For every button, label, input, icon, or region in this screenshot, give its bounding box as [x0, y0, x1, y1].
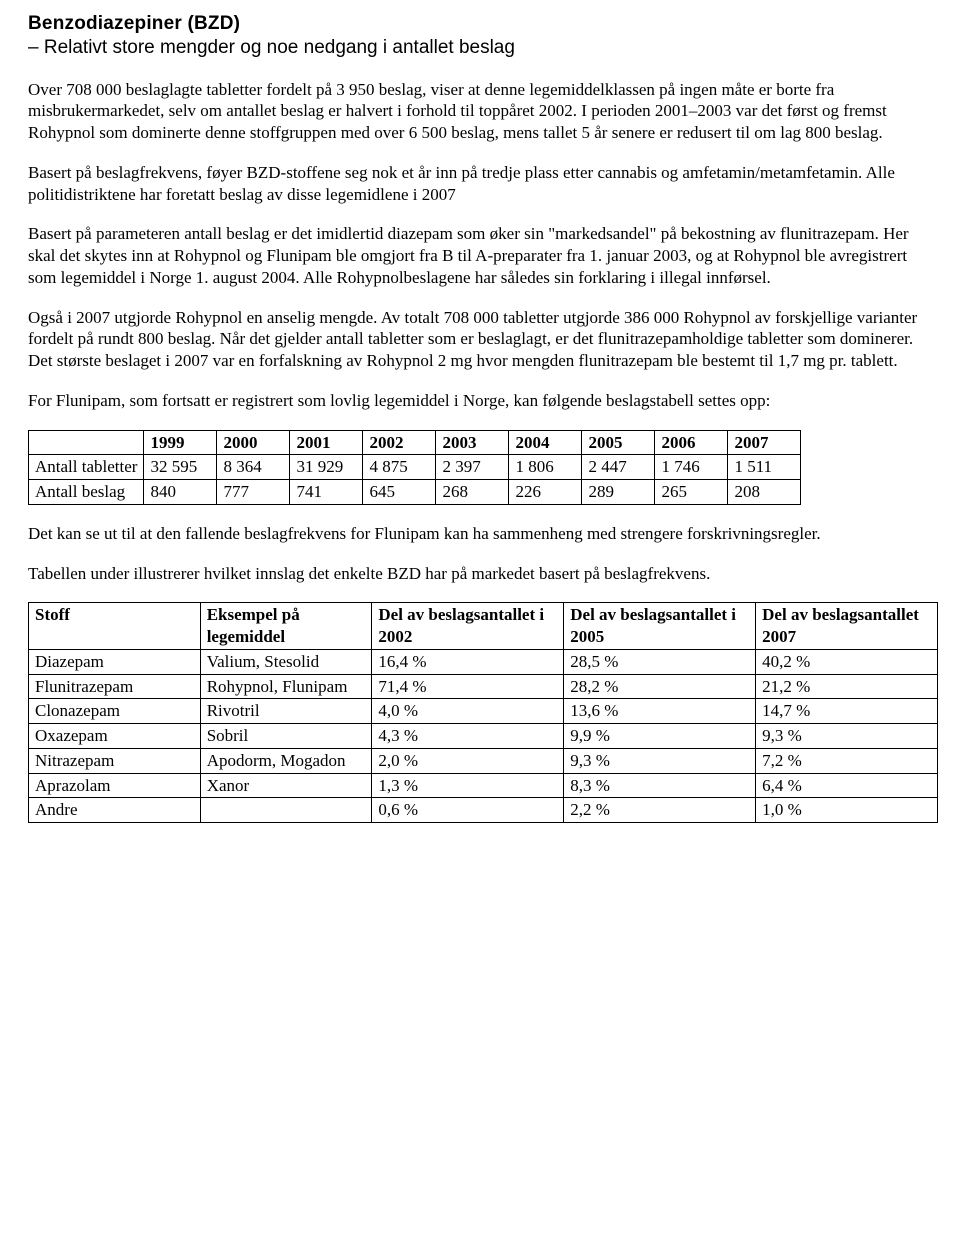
paragraph-1: Over 708 000 beslaglagte tabletter forde…	[28, 79, 938, 144]
cell: 4 875	[363, 455, 436, 480]
paragraph-2: Basert på beslagfrekvens, føyer BZD-stof…	[28, 162, 938, 206]
cell: 645	[363, 480, 436, 505]
cell: 265	[655, 480, 728, 505]
cell: 9,3 %	[756, 724, 938, 749]
cell: 9,9 %	[564, 724, 756, 749]
cell: 9,3 %	[564, 748, 756, 773]
cell: Andre	[29, 798, 201, 823]
table-header: Del av beslagsantallet i 2005	[564, 603, 756, 650]
cell: 1,3 %	[372, 773, 564, 798]
cell: 21,2 %	[756, 674, 938, 699]
cell: 28,5 %	[564, 649, 756, 674]
cell: Diazepam	[29, 649, 201, 674]
cell: 208	[728, 480, 801, 505]
cell: 226	[509, 480, 582, 505]
cell: 1 511	[728, 455, 801, 480]
cell: 2,0 %	[372, 748, 564, 773]
cell: 4,0 %	[372, 699, 564, 724]
cell: Nitrazepam	[29, 748, 201, 773]
cell: 741	[290, 480, 363, 505]
cell: Aprazolam	[29, 773, 201, 798]
cell: 2,2 %	[564, 798, 756, 823]
cell: Sobril	[200, 724, 372, 749]
cell: 7,2 %	[756, 748, 938, 773]
cell: 840	[144, 480, 217, 505]
cell: Rohypnol, Flunipam	[200, 674, 372, 699]
table-row: Antall tabletter 32 595 8 364 31 929 4 8…	[29, 455, 801, 480]
table-header: 2005	[582, 430, 655, 455]
table-row: Flunitrazepam Rohypnol, Flunipam 71,4 % …	[29, 674, 938, 699]
table-header-row: 1999 2000 2001 2002 2003 2004 2005 2006 …	[29, 430, 801, 455]
cell: 1 746	[655, 455, 728, 480]
table-header: 2003	[436, 430, 509, 455]
table-row: Oxazepam Sobril 4,3 % 9,9 % 9,3 %	[29, 724, 938, 749]
row-label: Antall beslag	[29, 480, 144, 505]
flunipam-table: 1999 2000 2001 2002 2003 2004 2005 2006 …	[28, 430, 801, 505]
table-header: Del av beslagsantallet i 2002	[372, 603, 564, 650]
cell: Valium, Stesolid	[200, 649, 372, 674]
table-header: Del av beslagsantallet 2007	[756, 603, 938, 650]
paragraph-3: Basert på parameteren antall beslag er d…	[28, 223, 938, 288]
cell: Flunitrazepam	[29, 674, 201, 699]
cell: 32 595	[144, 455, 217, 480]
cell: 6,4 %	[756, 773, 938, 798]
cell: Rivotril	[200, 699, 372, 724]
table-row: Diazepam Valium, Stesolid 16,4 % 28,5 % …	[29, 649, 938, 674]
cell: 14,7 %	[756, 699, 938, 724]
bzd-share-table: Stoff Eksempel på legemiddel Del av besl…	[28, 602, 938, 823]
cell: 8,3 %	[564, 773, 756, 798]
cell: 8 364	[217, 455, 290, 480]
cell	[200, 798, 372, 823]
table-header: 1999	[144, 430, 217, 455]
cell: Oxazepam	[29, 724, 201, 749]
table-header-row: Stoff Eksempel på legemiddel Del av besl…	[29, 603, 938, 650]
table-header: 2006	[655, 430, 728, 455]
table-header: 2004	[509, 430, 582, 455]
cell: 13,6 %	[564, 699, 756, 724]
cell: Clonazepam	[29, 699, 201, 724]
cell: Xanor	[200, 773, 372, 798]
table-header: 2001	[290, 430, 363, 455]
paragraph-5: For Flunipam, som fortsatt er registrert…	[28, 390, 938, 412]
cell: 1 806	[509, 455, 582, 480]
cell: 2 447	[582, 455, 655, 480]
cell: 31 929	[290, 455, 363, 480]
table-header: Stoff	[29, 603, 201, 650]
cell: 0,6 %	[372, 798, 564, 823]
table-header-blank	[29, 430, 144, 455]
paragraph-6: Det kan se ut til at den fallende beslag…	[28, 523, 938, 545]
table-row: Clonazepam Rivotril 4,0 % 13,6 % 14,7 %	[29, 699, 938, 724]
table-header: 2007	[728, 430, 801, 455]
cell: 71,4 %	[372, 674, 564, 699]
cell: 16,4 %	[372, 649, 564, 674]
table-row: Antall beslag 840 777 741 645 268 226 28…	[29, 480, 801, 505]
cell: 40,2 %	[756, 649, 938, 674]
table-header: 2002	[363, 430, 436, 455]
cell: Apodorm, Mogadon	[200, 748, 372, 773]
row-label: Antall tabletter	[29, 455, 144, 480]
cell: 2 397	[436, 455, 509, 480]
page-subheading: – Relativt store mengder og noe nedgang …	[28, 36, 938, 60]
table-row: Nitrazepam Apodorm, Mogadon 2,0 % 9,3 % …	[29, 748, 938, 773]
cell: 777	[217, 480, 290, 505]
table-row: Aprazolam Xanor 1,3 % 8,3 % 6,4 %	[29, 773, 938, 798]
cell: 289	[582, 480, 655, 505]
paragraph-4: Også i 2007 utgjorde Rohypnol en anselig…	[28, 307, 938, 372]
table-header: Eksempel på legemiddel	[200, 603, 372, 650]
page-heading: Benzodiazepiner (BZD)	[28, 12, 938, 36]
cell: 28,2 %	[564, 674, 756, 699]
cell: 268	[436, 480, 509, 505]
table-row: Andre 0,6 % 2,2 % 1,0 %	[29, 798, 938, 823]
table-header: 2000	[217, 430, 290, 455]
cell: 1,0 %	[756, 798, 938, 823]
cell: 4,3 %	[372, 724, 564, 749]
paragraph-7: Tabellen under illustrerer hvilket innsl…	[28, 563, 938, 585]
